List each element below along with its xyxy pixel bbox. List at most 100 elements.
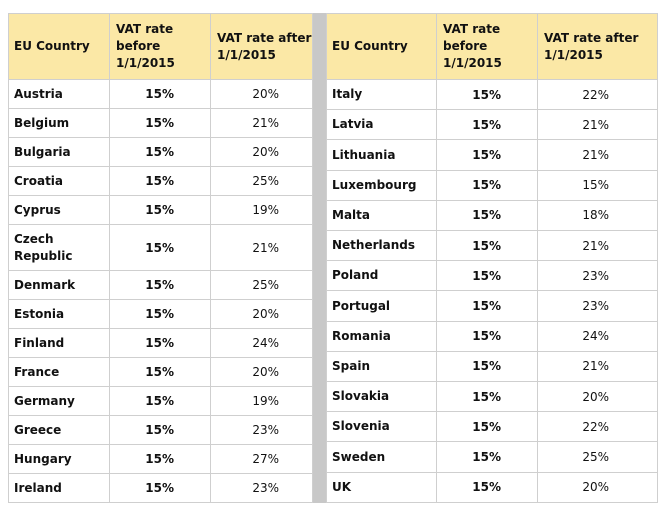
country-cell: Lithuania xyxy=(326,139,437,171)
table-row: Lithuania 15% 21% xyxy=(326,139,658,171)
vat-after-cell: 21% xyxy=(537,109,658,141)
vat-before-cell: 15% xyxy=(109,137,211,167)
table-row: Slovakia 15% 20% xyxy=(326,381,658,413)
vat-before-cell: 15% xyxy=(436,78,538,111)
header-vat-after: VAT rate after 1/1/2015 xyxy=(537,13,658,80)
vat-after-cell: 21% xyxy=(537,139,658,171)
country-cell: Cyprus xyxy=(8,195,110,225)
table-row: Malta 15% 18% xyxy=(326,199,658,232)
vat-before-cell: 15% xyxy=(436,139,538,171)
vat-after-cell: 18% xyxy=(537,199,658,232)
vat-before-cell: 15% xyxy=(436,260,538,292)
country-cell: Italy xyxy=(326,78,437,111)
country-cell: Estonia xyxy=(8,299,110,329)
country-cell: Denmark xyxy=(8,270,110,300)
vat-before-cell: 15% xyxy=(109,357,211,387)
vat-table-right: EU Country VAT rate before 1/1/2015 VAT … xyxy=(326,13,658,504)
country-cell: Slovenia xyxy=(326,411,437,443)
vat-after-cell: 22% xyxy=(537,78,658,111)
table-row: Croatia 15% 25% xyxy=(8,166,313,196)
table-row: Austria 15% 20% xyxy=(8,79,313,109)
country-cell: France xyxy=(8,357,110,387)
table-row: Poland 15% 23% xyxy=(326,260,658,292)
vat-after-cell: 23% xyxy=(210,473,313,503)
header-row: EU Country VAT rate before 1/1/2015 VAT … xyxy=(326,13,658,80)
table-row: Hungary 15% 27% xyxy=(8,444,313,474)
vat-after-cell: 23% xyxy=(537,290,658,322)
country-cell: Austria xyxy=(8,79,110,109)
vat-after-cell: 21% xyxy=(210,108,313,138)
vat-after-cell: 25% xyxy=(537,441,658,473)
country-cell: Romania xyxy=(326,320,437,352)
vat-after-cell: 19% xyxy=(210,195,313,225)
table-row: Estonia 15% 20% xyxy=(8,299,313,329)
vat-after-cell: 20% xyxy=(210,357,313,387)
vat-before-cell: 15% xyxy=(436,109,538,141)
vat-after-cell: 21% xyxy=(210,224,313,271)
table-row: Greece 15% 23% xyxy=(8,415,313,445)
vat-before-cell: 15% xyxy=(436,350,538,383)
vat-rate-tables: EU Country VAT rate before 1/1/2015 VAT … xyxy=(8,13,658,504)
vat-after-cell: 21% xyxy=(537,230,658,262)
country-cell: Ireland xyxy=(8,473,110,503)
header-vat-after: VAT rate after 1/1/2015 xyxy=(210,13,313,80)
country-cell: Hungary xyxy=(8,444,110,474)
country-cell: UK xyxy=(326,471,437,504)
country-cell: Netherlands xyxy=(326,230,437,262)
vat-before-cell: 15% xyxy=(109,108,211,138)
header-vat-before: VAT rate before 1/1/2015 xyxy=(109,13,211,80)
vat-before-cell: 15% xyxy=(109,166,211,196)
country-cell: Czech Republic xyxy=(8,224,110,271)
header-vat-before: VAT rate before 1/1/2015 xyxy=(436,13,538,80)
vat-after-cell: 20% xyxy=(537,381,658,413)
country-cell: Croatia xyxy=(8,166,110,196)
vat-before-cell: 15% xyxy=(109,79,211,109)
vat-before-cell: 15% xyxy=(436,230,538,262)
vat-after-cell: 24% xyxy=(537,320,658,352)
vat-after-cell: 21% xyxy=(537,350,658,383)
country-cell: Finland xyxy=(8,328,110,358)
vat-before-cell: 15% xyxy=(109,270,211,300)
table-row: Latvia 15% 21% xyxy=(326,109,658,141)
country-cell: Greece xyxy=(8,415,110,445)
vat-after-cell: 20% xyxy=(210,137,313,167)
vat-before-cell: 15% xyxy=(436,411,538,443)
country-cell: Germany xyxy=(8,386,110,416)
vat-before-cell: 15% xyxy=(109,299,211,329)
country-cell: Slovakia xyxy=(326,381,437,413)
vat-before-cell: 15% xyxy=(436,290,538,322)
vat-after-cell: 23% xyxy=(537,260,658,292)
table-row: Italy 15% 22% xyxy=(326,78,658,111)
country-cell: Bulgaria xyxy=(8,137,110,167)
table-row: Luxembourg 15% 15% xyxy=(326,169,658,201)
vat-before-cell: 15% xyxy=(109,473,211,503)
country-cell: Sweden xyxy=(326,441,437,473)
table-row: Czech Republic 15% 21% xyxy=(8,224,313,271)
vat-before-cell: 15% xyxy=(436,320,538,352)
vat-after-cell: 25% xyxy=(210,270,313,300)
vat-after-cell: 19% xyxy=(210,386,313,416)
vat-before-cell: 15% xyxy=(436,169,538,201)
table-row: Germany 15% 19% xyxy=(8,386,313,416)
vat-after-cell: 25% xyxy=(210,166,313,196)
table-row: Ireland 15% 23% xyxy=(8,473,313,503)
table-row: Bulgaria 15% 20% xyxy=(8,137,313,167)
table-row: France 15% 20% xyxy=(8,357,313,387)
vat-after-cell: 20% xyxy=(210,299,313,329)
vat-after-cell: 20% xyxy=(210,79,313,109)
vat-before-cell: 15% xyxy=(436,381,538,413)
vat-before-cell: 15% xyxy=(109,415,211,445)
vat-after-cell: 22% xyxy=(537,411,658,443)
country-cell: Portugal xyxy=(326,290,437,322)
country-cell: Poland xyxy=(326,260,437,292)
country-cell: Belgium xyxy=(8,108,110,138)
vat-after-cell: 15% xyxy=(537,169,658,201)
country-cell: Malta xyxy=(326,199,437,232)
country-cell: Luxembourg xyxy=(326,169,437,201)
vat-before-cell: 15% xyxy=(436,199,538,232)
vat-before-cell: 15% xyxy=(436,441,538,473)
header-row: EU Country VAT rate before 1/1/2015 VAT … xyxy=(8,13,313,80)
header-country: EU Country xyxy=(326,13,437,80)
vat-before-cell: 15% xyxy=(109,386,211,416)
table-row: Netherlands 15% 21% xyxy=(326,230,658,262)
